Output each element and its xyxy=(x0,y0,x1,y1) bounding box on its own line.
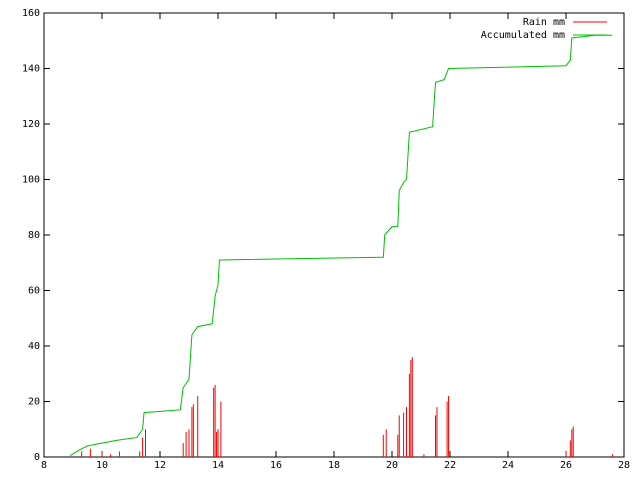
y-tick-label: 140 xyxy=(22,64,40,75)
x-tick-label: 16 xyxy=(270,460,282,471)
y-tick-label: 60 xyxy=(28,286,40,297)
x-tick-label: 22 xyxy=(444,460,456,471)
y-tick-label: 80 xyxy=(28,230,40,241)
x-tick-label: 26 xyxy=(560,460,572,471)
y-tick-label: 160 xyxy=(22,8,40,19)
x-tick-label: 20 xyxy=(386,460,398,471)
x-tick-label: 18 xyxy=(328,460,340,471)
legend-label: Accumulated mm xyxy=(481,30,565,41)
x-tick-label: 24 xyxy=(502,460,514,471)
x-tick-label: 14 xyxy=(212,460,224,471)
x-tick-label: 8 xyxy=(41,460,47,471)
plot-border xyxy=(43,12,625,458)
y-tick-label: 40 xyxy=(28,341,40,352)
y-tick-label: 100 xyxy=(22,175,40,186)
accumulated-line xyxy=(69,34,613,457)
y-tick-label: 20 xyxy=(28,397,40,408)
y-tick-label: 0 xyxy=(34,452,40,463)
x-tick-label: 10 xyxy=(96,460,108,471)
x-tick-label: 28 xyxy=(618,460,630,471)
legend-label: Rain mm xyxy=(523,17,565,28)
y-tick-label: 120 xyxy=(22,119,40,130)
x-tick-label: 12 xyxy=(154,460,166,471)
